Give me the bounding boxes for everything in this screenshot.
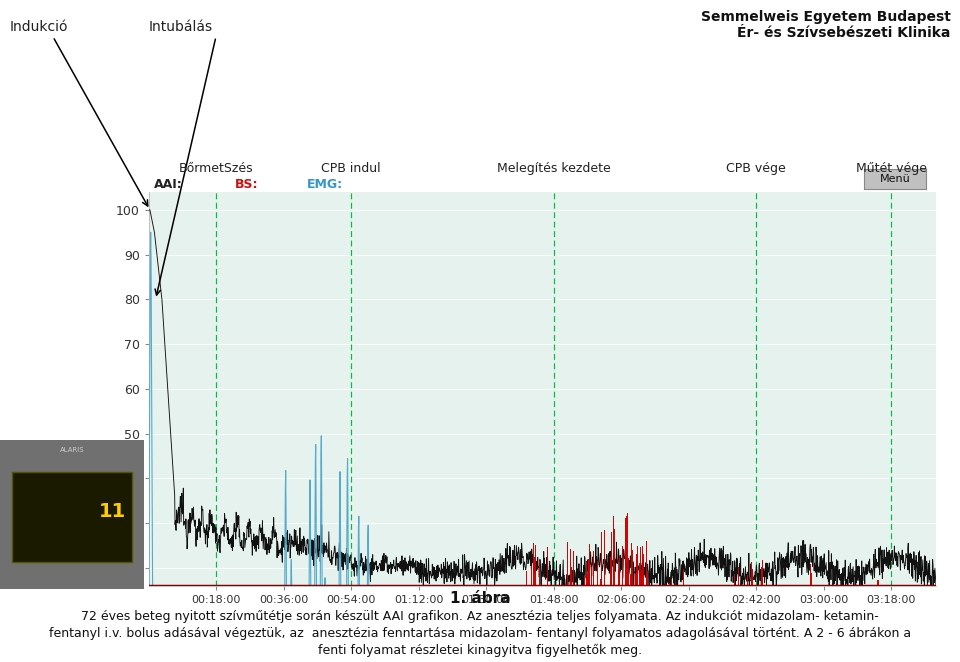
Text: Műtét vége: Műtét vége	[855, 162, 926, 175]
Text: EMG:: EMG:	[307, 177, 344, 191]
Text: 11: 11	[99, 502, 126, 521]
Text: Menü: Menü	[879, 173, 911, 184]
Text: Ér- és Szívsebészeti Klinika: Ér- és Szívsebészeti Klinika	[737, 26, 950, 40]
Text: Semmelweis Egyetem Budapest: Semmelweis Egyetem Budapest	[701, 10, 950, 24]
Text: 72 éves beteg nyitott szívműtétje során készült AAI grafikon. Az anesztézia telj: 72 éves beteg nyitott szívműtétje során …	[82, 610, 878, 624]
Text: CPB vége: CPB vége	[726, 162, 786, 175]
Text: fentanyl i.v. bolus adásával végeztük, az  anesztézia fenntartása midazolam- fen: fentanyl i.v. bolus adásával végeztük, a…	[49, 627, 911, 640]
Text: Melegítés kezdete: Melegítés kezdete	[496, 162, 611, 175]
Text: AAI:: AAI:	[154, 177, 182, 191]
Text: 1. ábra: 1. ábra	[449, 591, 511, 606]
Text: ALARIS: ALARIS	[60, 447, 84, 453]
Text: BS:: BS:	[235, 177, 258, 191]
Text: fenti folyamat részletei kinagyitva figyelhetők meg.: fenti folyamat részletei kinagyitva figy…	[318, 643, 642, 657]
Text: BőrmetSzés: BőrmetSzés	[179, 162, 253, 175]
Bar	[12, 473, 132, 562]
Text: Indukció: Indukció	[10, 20, 68, 34]
Text: Intubálás: Intubálás	[149, 20, 213, 34]
Text: CPB indul: CPB indul	[322, 162, 381, 175]
